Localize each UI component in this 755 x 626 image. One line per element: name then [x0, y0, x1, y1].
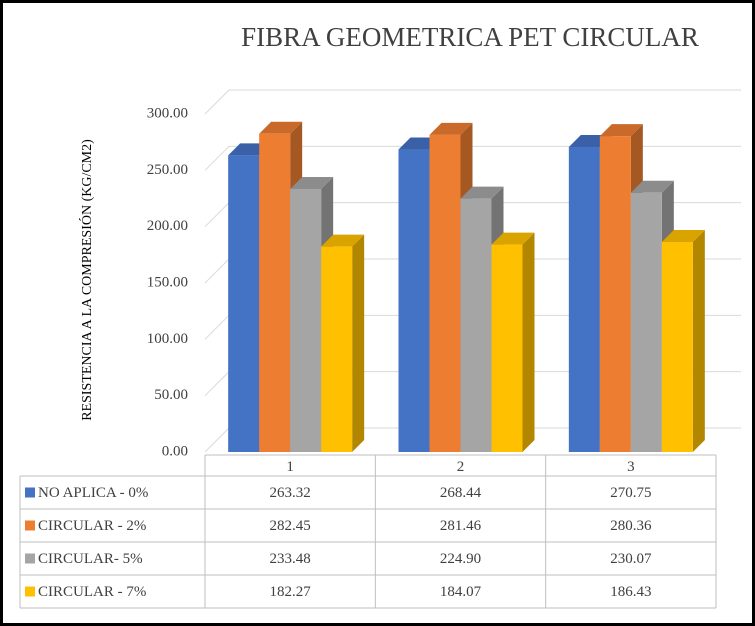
table-value: 282.45: [270, 518, 311, 534]
bar-top: [321, 234, 365, 247]
legend-label: CIRCULAR - 7%: [38, 584, 146, 600]
table-value: 233.48: [270, 551, 311, 567]
legend-label: CIRCULAR - 2%: [38, 518, 146, 534]
bar-top: [290, 176, 334, 189]
bar: [630, 192, 662, 453]
grid-line: [204, 89, 741, 115]
table-value: 224.90: [440, 551, 481, 567]
bar-top: [429, 122, 473, 135]
table-value: 182.27: [270, 584, 312, 600]
table-value: 263.32: [270, 485, 311, 501]
x-tick-label: 1: [286, 459, 294, 475]
y-tick-label: 300.00: [147, 105, 188, 121]
legend-swatch: [25, 520, 35, 531]
bar: [398, 149, 430, 452]
bar: [429, 134, 461, 452]
bar: [491, 244, 523, 452]
legend-swatch: [25, 553, 35, 564]
bar-side: [522, 232, 535, 452]
y-tick-label: 100.00: [147, 331, 188, 347]
x-tick-label: 3: [627, 459, 635, 475]
y-tick-label: 200.00: [147, 218, 188, 234]
bar-top: [460, 186, 504, 199]
y-tick-label: 250.00: [147, 162, 188, 178]
bar-side: [692, 229, 705, 452]
table-value: 280.36: [610, 518, 652, 534]
legend-swatch: [25, 487, 35, 498]
y-tick-label: 50.00: [154, 387, 188, 403]
bar: [568, 146, 600, 452]
table-value: 270.75: [610, 485, 651, 501]
table-value: 281.46: [440, 518, 482, 534]
bar-top: [661, 229, 705, 242]
bar: [661, 241, 693, 452]
bar-top: [630, 180, 674, 193]
chart-title: FIBRA GEOMETRICA PET CIRCULAR: [241, 22, 699, 52]
table-value: 268.44: [440, 485, 482, 501]
x-tick-label: 2: [457, 459, 465, 475]
table-value: 186.43: [610, 584, 651, 600]
bar-top: [259, 121, 303, 134]
y-tick-label: 0.00: [162, 443, 188, 459]
table-value: 230.07: [610, 551, 652, 567]
bar: [599, 136, 631, 452]
legend-label: CIRCULAR- 5%: [38, 551, 143, 567]
y-tick-label: 150.00: [147, 274, 188, 290]
legend-label: NO APLICA - 0%: [38, 485, 148, 501]
bar: [460, 198, 492, 452]
bar-side: [352, 234, 365, 452]
table-value: 184.07: [440, 584, 482, 600]
legend-swatch: [25, 586, 35, 597]
bar: [321, 246, 353, 452]
bar: [259, 133, 291, 452]
bar-top: [491, 232, 535, 245]
y-axis-title: RESISTENCIA A LA COMPRESIÓN (KG/CM2): [78, 139, 95, 421]
bar: [290, 188, 322, 452]
bar: [228, 155, 260, 453]
bar-top: [599, 124, 643, 137]
